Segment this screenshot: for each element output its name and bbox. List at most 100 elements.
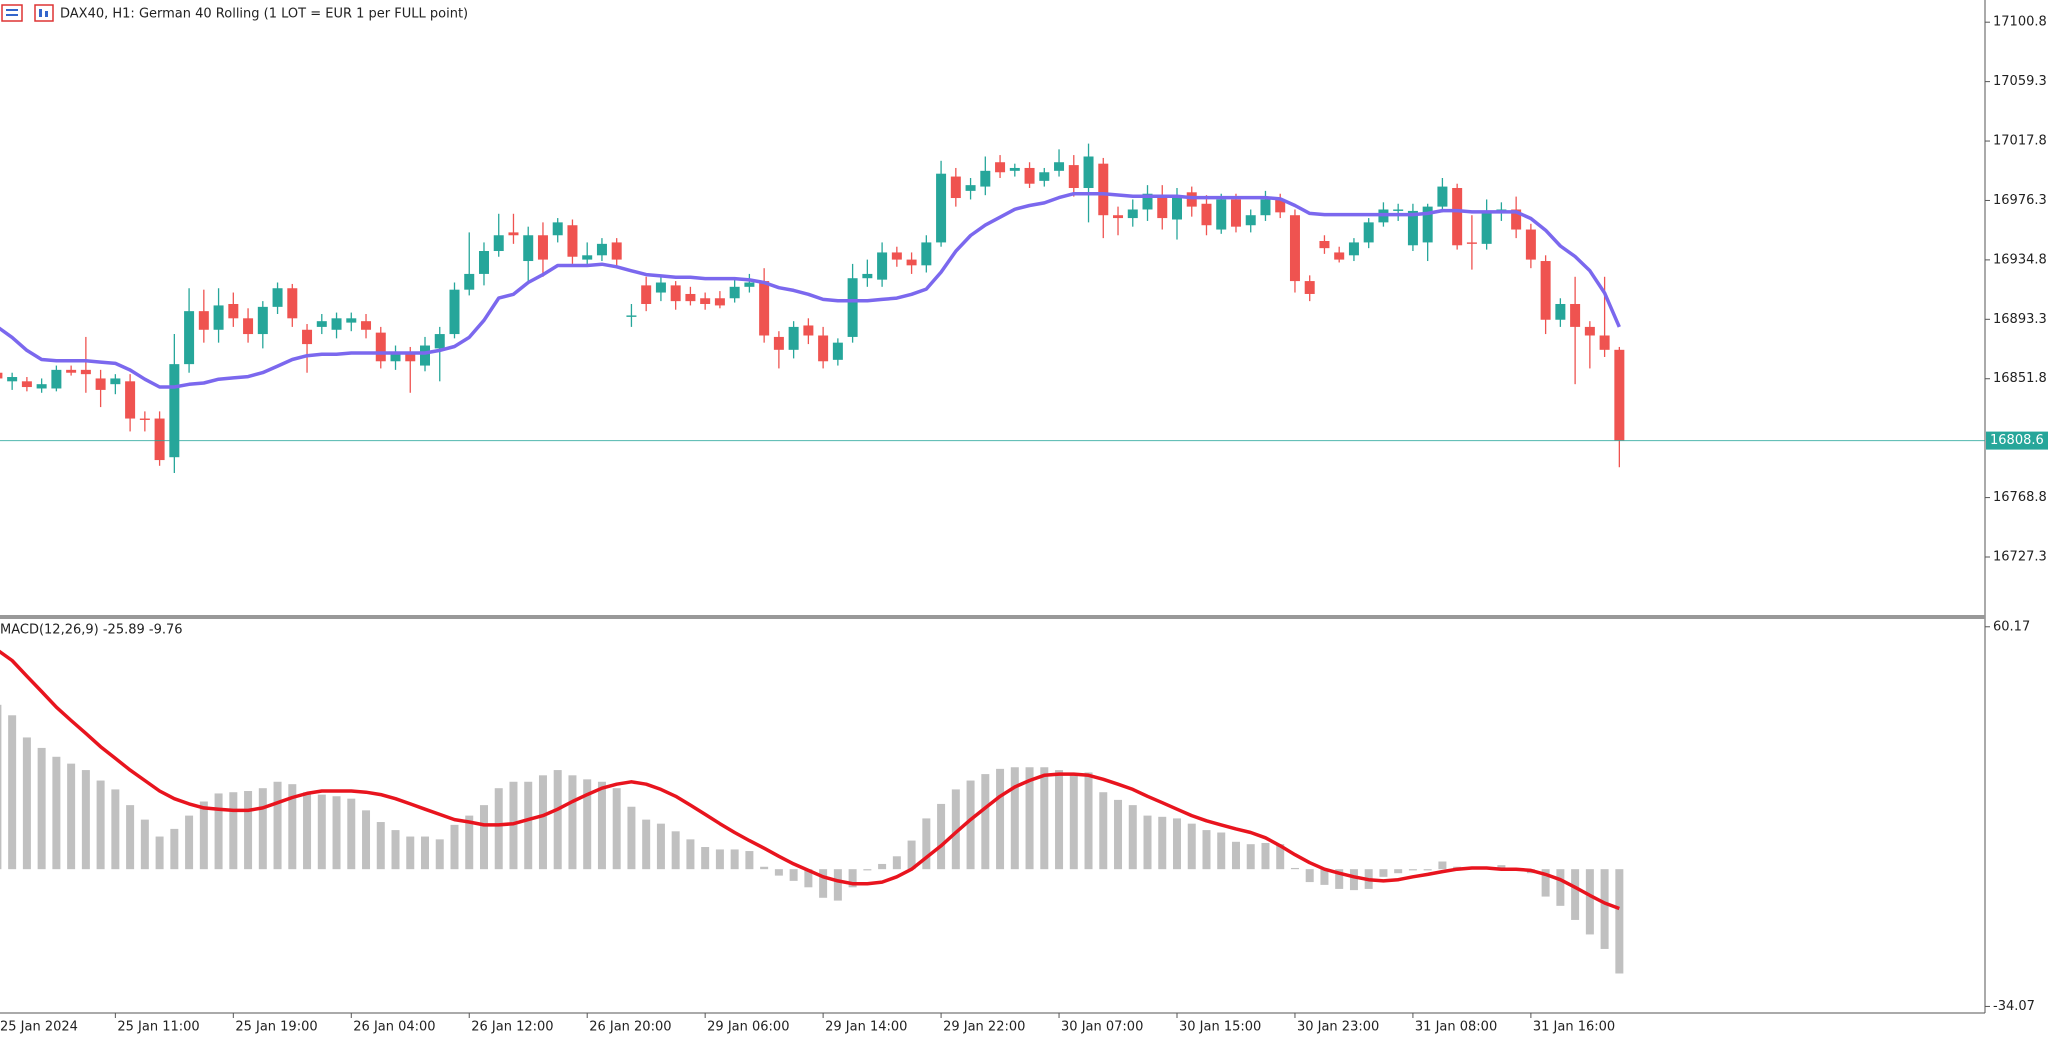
y-tick-label: 16893.3 xyxy=(1993,312,2047,327)
candle-body xyxy=(95,378,106,390)
histogram-bar xyxy=(288,784,297,870)
histogram-bar xyxy=(1099,792,1108,870)
histogram-bar xyxy=(229,792,238,870)
candle-body xyxy=(744,282,755,287)
pane-separator xyxy=(0,615,1985,619)
histogram-bar xyxy=(22,737,31,870)
y-tick-label: 17059.3 xyxy=(1993,74,2047,89)
candle-body xyxy=(66,369,77,373)
candle-body xyxy=(729,286,740,299)
histogram-bar xyxy=(656,823,665,870)
candle-body xyxy=(1584,326,1595,336)
icon xyxy=(45,11,48,17)
y-tick-label: 16768.8 xyxy=(1993,490,2047,505)
histogram-bar xyxy=(538,775,547,870)
histogram-bar xyxy=(1585,869,1594,935)
candle-body xyxy=(1275,199,1286,213)
histogram-bar xyxy=(671,831,680,870)
candle-body xyxy=(1172,196,1182,220)
candle-body xyxy=(213,305,224,330)
candle-body xyxy=(478,251,489,274)
candle-body xyxy=(346,318,357,323)
histogram-bar xyxy=(391,830,400,870)
candle-body xyxy=(1230,199,1241,227)
histogram-bar xyxy=(81,770,90,870)
candle-body xyxy=(139,418,150,420)
candle-body xyxy=(1260,199,1271,216)
candle-body xyxy=(891,252,902,260)
candle-body xyxy=(1422,206,1433,243)
histogram-bar xyxy=(878,863,887,870)
candle-body xyxy=(1393,209,1404,211)
histogram-bar xyxy=(1040,767,1049,870)
candle-body xyxy=(228,303,239,319)
histogram-bar xyxy=(1394,869,1403,874)
histogram-bar xyxy=(0,704,2,870)
histogram-bar xyxy=(745,851,754,870)
histogram-bar xyxy=(258,788,267,870)
icon xyxy=(6,9,18,11)
icon xyxy=(39,9,42,17)
histogram-bar xyxy=(435,839,444,870)
histogram-bar xyxy=(1010,767,1019,870)
candle-body xyxy=(1319,240,1330,249)
x-tick-label: 29 Jan 22:00 xyxy=(943,1020,1025,1035)
histogram-bar xyxy=(1158,816,1167,870)
x-tick-label: 25 Jan 11:00 xyxy=(117,1020,199,1035)
histogram-bar xyxy=(789,869,798,881)
candle-body xyxy=(995,162,1006,173)
candle-body xyxy=(1525,229,1536,260)
histogram-bar xyxy=(347,798,356,870)
histogram-bar xyxy=(1055,770,1064,870)
candle-body xyxy=(1068,165,1079,189)
histogram-bar xyxy=(140,819,149,870)
candle-body xyxy=(1009,167,1020,171)
x-tick-label: 26 Jan 04:00 xyxy=(353,1020,435,1035)
histogram-bar xyxy=(406,836,415,870)
histogram-bar xyxy=(819,869,828,898)
histogram-bar xyxy=(937,803,946,870)
candle-body xyxy=(1599,335,1610,350)
candle-body xyxy=(847,278,858,337)
candle-body xyxy=(257,306,268,335)
x-tick-label: 26 Jan 20:00 xyxy=(589,1020,671,1035)
candle-body xyxy=(390,352,401,362)
histogram-bar xyxy=(1408,869,1417,871)
histogram-bar xyxy=(37,747,46,870)
candle-body xyxy=(1245,215,1256,226)
histogram-bar xyxy=(1305,869,1314,883)
candle-body xyxy=(773,336,784,350)
histogram-bar xyxy=(1084,772,1093,870)
histogram-bar xyxy=(863,869,872,871)
candle-body xyxy=(1511,209,1522,230)
histogram-bar xyxy=(1217,832,1226,870)
histogram-bar xyxy=(450,824,459,870)
candle-body xyxy=(464,273,475,290)
y-tick-label: 17100.8 xyxy=(1993,15,2047,30)
histogram-bar xyxy=(170,828,179,870)
candle-body xyxy=(361,321,372,330)
histogram-bar xyxy=(52,756,61,870)
candle-body xyxy=(1142,193,1153,210)
candle-body xyxy=(1098,163,1109,216)
candle-body xyxy=(243,318,254,335)
candle-body xyxy=(1083,156,1094,189)
y-tick-label: 17017.8 xyxy=(1993,134,2047,149)
candle-body xyxy=(552,222,563,236)
candle-body xyxy=(434,334,445,349)
icon xyxy=(6,14,18,16)
candle-body xyxy=(1289,215,1300,282)
histogram-bar xyxy=(1128,805,1137,870)
histogram-bar xyxy=(1541,869,1550,897)
candle-body xyxy=(965,185,976,191)
candle-body xyxy=(685,293,696,302)
histogram-bar xyxy=(214,793,223,870)
candle-body xyxy=(1407,210,1418,246)
y-tick-label: 60.17 xyxy=(1993,619,2030,634)
histogram-bar xyxy=(244,791,253,870)
candle-body xyxy=(1452,188,1463,246)
candle-body xyxy=(0,372,3,379)
histogram-bar xyxy=(966,780,975,870)
histogram-bar xyxy=(1335,869,1344,889)
